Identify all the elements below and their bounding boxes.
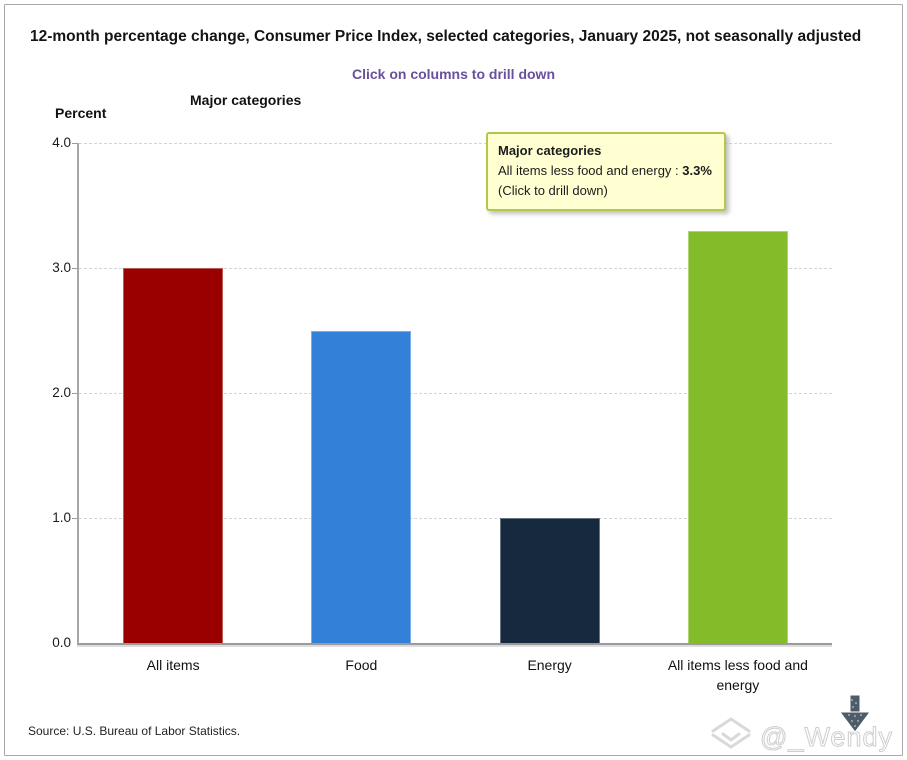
bar-all-items[interactable] xyxy=(123,268,224,643)
y-tick-label: 3.0 xyxy=(52,260,71,275)
y-tick-label: 0.0 xyxy=(52,635,71,650)
y-tick-label: 4.0 xyxy=(52,135,71,150)
gridline xyxy=(79,518,832,519)
bar-all-items-less-food-and-energy[interactable] xyxy=(687,230,788,643)
bar-food[interactable] xyxy=(311,330,412,643)
tooltip-series-label: All items less food and energy : xyxy=(498,163,683,178)
diamond-logo-icon xyxy=(711,717,751,749)
page-title: 12-month percentage change, Consumer Pri… xyxy=(30,28,862,45)
category-label: Energy xyxy=(527,657,572,673)
tooltip-title: Major categories xyxy=(498,143,602,158)
tooltip-value: 3.3% xyxy=(682,163,712,178)
download-icon[interactable] xyxy=(839,694,871,736)
tooltip-note: (Click to drill down) xyxy=(498,183,608,198)
y-axis-tick xyxy=(72,268,77,269)
bar-energy[interactable] xyxy=(499,518,600,643)
page-border xyxy=(4,4,903,756)
plot-area: 0.0 1.0 2.0 3.0 4.0 All items Food Energy All it… xyxy=(52,135,832,693)
gridline xyxy=(79,268,832,269)
y-tick-label: 1.0 xyxy=(52,510,71,525)
category-label: All items xyxy=(146,657,200,673)
category-label: Food xyxy=(345,657,378,673)
y-tick-label: 2.0 xyxy=(52,385,71,400)
category-label: All items less food and energy xyxy=(667,657,808,693)
y-axis-tick xyxy=(72,518,77,519)
gridline xyxy=(79,143,832,144)
source-note: Source: U.S. Bureau of Labor Statistics. xyxy=(28,724,241,738)
drill-down-hint: Click on columns to drill down xyxy=(351,66,555,82)
watermark-handle: @_Wendy xyxy=(760,722,893,753)
y-axis-title: Percent xyxy=(55,105,107,121)
tooltip-value-line: All items less food and energy : 3.3% xyxy=(498,161,714,181)
y-axis-tick xyxy=(72,143,77,144)
tooltip: Major categories All items less food and… xyxy=(486,132,726,211)
gridline xyxy=(79,393,832,394)
y-axis-tick xyxy=(72,393,77,394)
chart-level-title: Major categories xyxy=(190,92,302,108)
watermark: @_Wendy xyxy=(706,694,893,754)
